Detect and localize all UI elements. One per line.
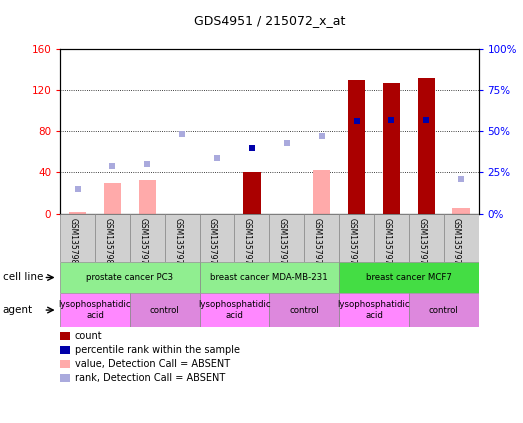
Text: GSM1357975: GSM1357975: [452, 217, 461, 269]
Bar: [60, 374, 70, 382]
Text: GSM1357974: GSM1357974: [417, 217, 426, 269]
Bar: [95, 214, 130, 262]
Text: GSM1357972: GSM1357972: [208, 217, 217, 269]
Text: control: control: [429, 305, 459, 315]
Bar: [304, 214, 339, 262]
Bar: [165, 214, 200, 262]
Text: lysophosphatidic
acid: lysophosphatidic acid: [198, 300, 271, 320]
Text: GSM1357980: GSM1357980: [69, 217, 77, 269]
Text: control: control: [150, 305, 179, 315]
Text: percentile rank within the sample: percentile rank within the sample: [75, 345, 240, 355]
Bar: [60, 262, 200, 293]
Bar: [313, 170, 331, 214]
Bar: [130, 214, 165, 262]
Bar: [60, 346, 70, 354]
Bar: [60, 293, 130, 327]
Bar: [60, 332, 70, 340]
Bar: [200, 293, 269, 327]
Bar: [383, 82, 400, 214]
Bar: [339, 293, 409, 327]
Text: GSM1357970: GSM1357970: [278, 217, 287, 269]
Text: breast cancer MDA-MB-231: breast cancer MDA-MB-231: [210, 273, 328, 282]
Bar: [200, 262, 339, 293]
Bar: [243, 173, 260, 214]
Bar: [269, 293, 339, 327]
Text: count: count: [75, 331, 103, 341]
Text: GSM1357976: GSM1357976: [347, 217, 357, 269]
Text: GSM1357981: GSM1357981: [104, 217, 112, 269]
Text: value, Detection Call = ABSENT: value, Detection Call = ABSENT: [75, 359, 230, 369]
Text: GDS4951 / 215072_x_at: GDS4951 / 215072_x_at: [194, 14, 345, 27]
Bar: [269, 214, 304, 262]
Text: lysophosphatidic
acid: lysophosphatidic acid: [338, 300, 410, 320]
Bar: [452, 209, 470, 214]
Text: prostate cancer PC3: prostate cancer PC3: [86, 273, 174, 282]
Bar: [348, 80, 365, 214]
Text: GSM1357971: GSM1357971: [313, 217, 322, 269]
Bar: [104, 183, 121, 214]
Bar: [339, 214, 374, 262]
Bar: [444, 214, 479, 262]
Text: cell line: cell line: [3, 272, 43, 283]
Bar: [409, 293, 479, 327]
Bar: [200, 214, 234, 262]
Bar: [69, 212, 86, 214]
Text: GSM1357977: GSM1357977: [382, 217, 391, 269]
Bar: [130, 293, 200, 327]
Bar: [234, 214, 269, 262]
Bar: [409, 214, 444, 262]
Bar: [139, 180, 156, 214]
Text: GSM1357978: GSM1357978: [138, 217, 147, 269]
Text: breast cancer MCF7: breast cancer MCF7: [366, 273, 452, 282]
Text: rank, Detection Call = ABSENT: rank, Detection Call = ABSENT: [75, 373, 225, 383]
Bar: [374, 214, 409, 262]
Text: GSM1357973: GSM1357973: [243, 217, 252, 269]
Bar: [417, 77, 435, 214]
Bar: [339, 262, 479, 293]
Bar: [60, 214, 95, 262]
Bar: [60, 360, 70, 368]
Text: control: control: [289, 305, 319, 315]
Text: lysophosphatidic
acid: lysophosphatidic acid: [59, 300, 131, 320]
Text: GSM1357979: GSM1357979: [173, 217, 182, 269]
Text: agent: agent: [3, 305, 33, 315]
